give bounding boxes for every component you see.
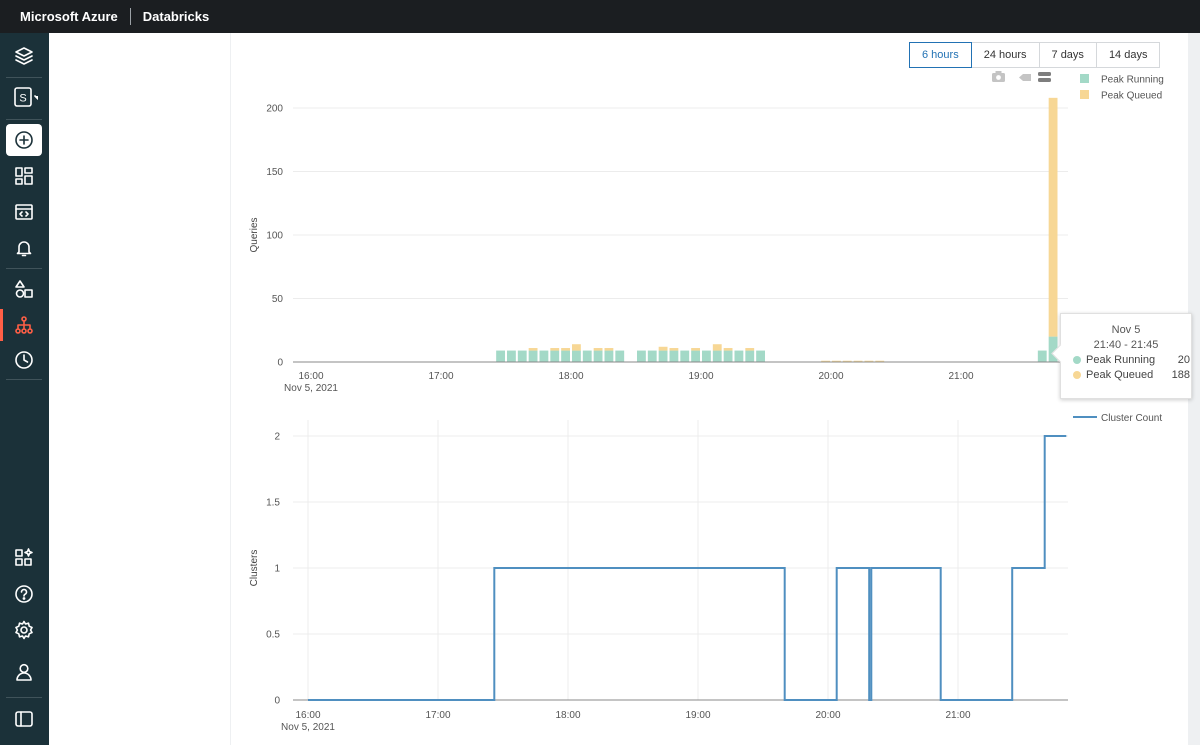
svg-text:S: S — [19, 93, 26, 105]
collapse-sidebar-icon[interactable] — [6, 703, 42, 735]
time-range-selector: 6 hours 24 hours 7 days 14 days — [909, 42, 1161, 68]
tooltip-range: 21:40 - 21:45 — [1093, 339, 1159, 351]
workspace-switcher-icon[interactable]: S — [6, 81, 42, 113]
sidebar-divider — [6, 697, 42, 698]
sidebar-divider — [6, 379, 42, 380]
tooltip-running-label: Peak Running — [1086, 354, 1156, 366]
sidebar-divider — [6, 268, 42, 269]
help-icon[interactable] — [6, 578, 42, 610]
settings-icon[interactable] — [6, 614, 42, 646]
product-name[interactable]: Databricks — [142, 9, 210, 24]
dashboards-icon[interactable] — [6, 160, 42, 192]
tooltip-row-running: Peak Running 20 — [1061, 354, 1191, 366]
partner-connect-icon[interactable] — [6, 541, 42, 573]
topbar-separator — [129, 8, 131, 25]
sidebar-active-indicator — [0, 309, 3, 341]
sidebar-divider — [6, 119, 42, 120]
tooltip-queued-dot — [1073, 371, 1081, 379]
time-range-6h[interactable]: 6 hours — [909, 42, 972, 68]
sql-endpoints-icon[interactable] — [6, 309, 42, 341]
sidebar: S — [0, 33, 49, 745]
alerts-icon[interactable] — [6, 232, 42, 264]
tooltip-date: Nov 5 — [1111, 324, 1141, 336]
time-range-24h[interactable]: 24 hours — [970, 42, 1040, 68]
left-panel — [49, 33, 230, 745]
brand-name[interactable]: Microsoft Azure — [20, 9, 118, 24]
tooltip-queued-label: Peak Queued — [1086, 369, 1154, 381]
tooltip-row-queued: Peak Queued 188 — [1061, 369, 1191, 381]
monitoring-panel — [231, 33, 1188, 745]
time-range-7d[interactable]: 7 days — [1038, 42, 1097, 68]
tooltip-running-dot — [1073, 356, 1081, 364]
create-icon[interactable] — [6, 124, 42, 156]
history-icon[interactable] — [6, 344, 42, 376]
tooltip-queued-value: 188 — [1171, 369, 1190, 381]
user-icon[interactable] — [6, 656, 42, 688]
hover-tooltip: Nov 5 21:40 - 21:45 Peak Running 20 Peak… — [1051, 313, 1192, 399]
sidebar-divider — [6, 77, 42, 78]
queries-icon[interactable] — [6, 196, 42, 228]
data-icon[interactable] — [6, 273, 42, 305]
time-range-14d[interactable]: 14 days — [1095, 42, 1161, 68]
tooltip-running-value: 20 — [1177, 354, 1190, 366]
top-bar: Microsoft Azure Databricks — [0, 0, 1200, 33]
layers-icon[interactable] — [6, 40, 42, 72]
